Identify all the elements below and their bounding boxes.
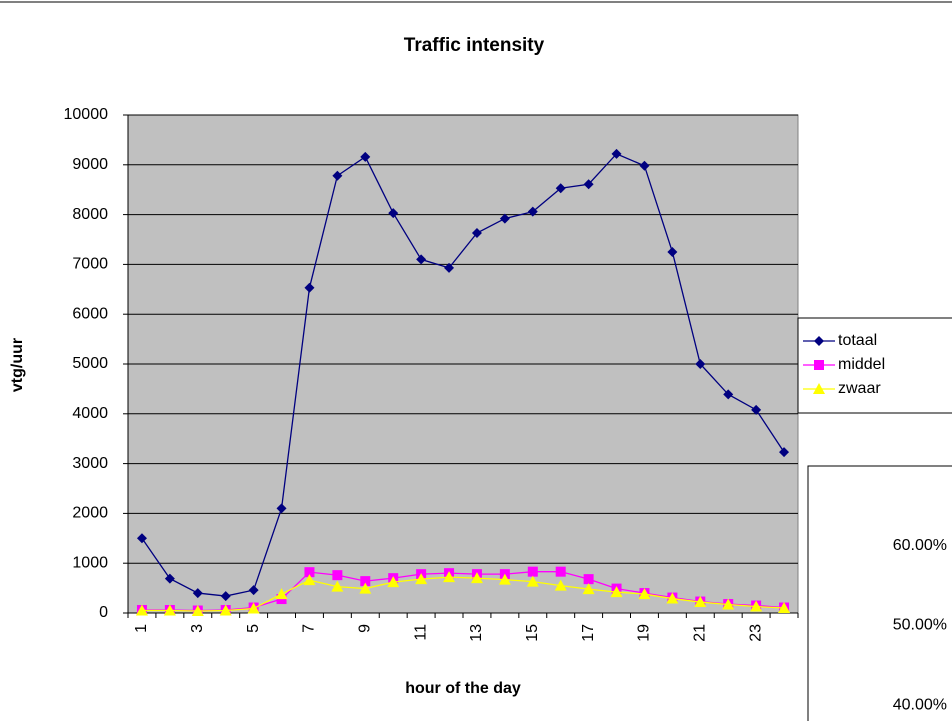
marker [779, 447, 790, 458]
y-tick-label: 2000 [72, 505, 108, 522]
marker [360, 576, 371, 587]
marker [527, 206, 538, 217]
marker [695, 359, 706, 369]
marker [813, 383, 825, 394]
x-tick-label: 9 [357, 624, 374, 633]
y-tick-label: 50.00% [893, 617, 947, 634]
marker [304, 567, 315, 578]
marker [444, 262, 455, 273]
marker [554, 579, 567, 591]
marker [470, 572, 483, 584]
marker [192, 588, 203, 599]
marker [610, 586, 623, 598]
marker [471, 228, 482, 239]
legend-label: totaal [838, 332, 877, 349]
y-tick-label: 7000 [72, 256, 108, 273]
marker [387, 576, 400, 588]
x-tick-label: 17 [580, 624, 597, 642]
marker [694, 596, 707, 608]
marker [388, 208, 399, 219]
x-tick-label: 19 [636, 624, 653, 642]
marker [332, 570, 343, 581]
marker [164, 573, 175, 584]
marker [247, 602, 260, 614]
x-tick-label: 15 [524, 624, 541, 642]
marker [555, 183, 566, 194]
marker [526, 575, 539, 587]
marker [332, 170, 343, 181]
marker [303, 574, 316, 586]
y-tick-label: 1000 [72, 554, 108, 571]
legend-label: middel [838, 356, 885, 373]
marker [814, 336, 824, 346]
second-chart [807, 465, 952, 721]
series-line [141, 576, 785, 612]
y-tick-label: 40.00% [893, 696, 947, 713]
marker [667, 246, 678, 257]
marker [582, 583, 595, 595]
x-tick-label: 5 [245, 624, 262, 633]
x-tick-label: 7 [301, 624, 318, 633]
marker [611, 148, 622, 159]
chart-title: Traffic intensity [404, 35, 545, 56]
x-tick-label: 11 [412, 624, 429, 641]
x-axis-label: hour of the day [405, 680, 521, 697]
marker [304, 282, 315, 293]
marker [360, 151, 371, 162]
marker [778, 602, 791, 614]
marker [191, 605, 204, 617]
marker [814, 360, 824, 370]
marker [638, 588, 651, 600]
marker [751, 404, 762, 415]
marker [136, 533, 147, 544]
marker [498, 573, 511, 585]
marker [639, 160, 650, 171]
marker [415, 573, 428, 585]
x-tick-label: 13 [468, 624, 485, 642]
marker [666, 592, 679, 604]
marker [276, 503, 287, 514]
marker [135, 604, 148, 616]
marker [219, 604, 232, 616]
y-tick-label: 5000 [72, 355, 108, 372]
marker [750, 600, 763, 612]
marker [722, 598, 735, 610]
marker [527, 566, 538, 577]
y-axis-label: vtg/uur [9, 338, 26, 392]
x-tick-label: 1 [133, 624, 150, 633]
marker [275, 588, 288, 600]
x-tick-label: 23 [747, 624, 764, 642]
y-tick-label: 60.00% [893, 537, 947, 554]
marker [220, 591, 231, 602]
marker [583, 574, 594, 585]
y-tick-label: 10000 [64, 106, 109, 123]
series-line [141, 153, 785, 597]
marker [248, 585, 259, 596]
marker [583, 179, 594, 190]
marker [163, 604, 176, 616]
x-tick-label: 21 [692, 624, 709, 642]
marker [359, 582, 372, 594]
marker [416, 254, 427, 265]
marker [555, 566, 566, 577]
y-tick-label: 0 [99, 604, 108, 621]
y-tick-label: 3000 [72, 455, 108, 472]
x-tick-label: 3 [189, 624, 206, 633]
y-tick-label: 6000 [72, 305, 108, 322]
y-tick-label: 9000 [72, 156, 108, 173]
marker [723, 389, 734, 400]
marker [443, 571, 456, 583]
y-tick-label: 8000 [72, 206, 108, 223]
marker [499, 213, 510, 224]
legend-label: zwaar [838, 380, 881, 397]
y-tick-label: 4000 [72, 405, 108, 422]
marker [331, 580, 344, 592]
